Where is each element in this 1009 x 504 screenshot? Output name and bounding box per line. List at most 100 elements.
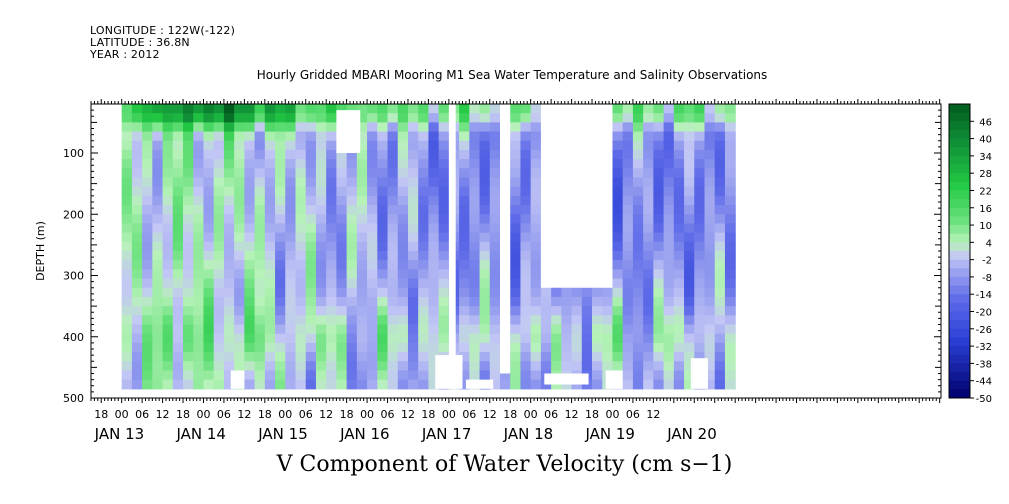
heatmap-cell — [121, 113, 133, 123]
y-tick-label: 200 — [63, 208, 84, 221]
heatmap-cell — [561, 379, 573, 390]
heatmap-cell — [704, 287, 716, 298]
heatmap-cell — [264, 306, 276, 316]
colorbar-swatch — [949, 276, 970, 286]
heatmap-cell — [510, 131, 522, 142]
heatmap-cell — [244, 296, 256, 307]
heatmap-cell — [213, 287, 225, 298]
heatmap-cell — [285, 333, 297, 344]
heatmap-cell — [285, 287, 297, 298]
heatmap-cell — [704, 306, 716, 316]
heatmap-cell — [172, 131, 184, 142]
heatmap-cell — [172, 140, 184, 151]
heatmap-cell — [459, 370, 470, 381]
heatmap-cell — [724, 296, 736, 307]
heatmap-cell — [193, 214, 205, 225]
heatmap-cell — [581, 361, 593, 372]
heatmap-cell — [315, 379, 327, 390]
heatmap-cell — [653, 260, 665, 270]
x-tick-label: 00 — [278, 408, 292, 421]
heatmap-cell — [234, 214, 245, 225]
heatmap-cell — [459, 232, 470, 243]
heatmap-cell — [305, 195, 317, 206]
heatmap-cell — [397, 269, 409, 280]
heatmap-cell — [530, 131, 542, 142]
heatmap-cell — [489, 205, 501, 215]
heatmap-cell — [254, 131, 266, 142]
heatmap-cell — [193, 149, 205, 160]
heatmap-cell — [704, 149, 716, 160]
heatmap-cell — [172, 205, 184, 215]
heatmap-cell — [469, 177, 481, 188]
heatmap-cell — [336, 168, 348, 179]
heatmap-cell — [142, 241, 153, 252]
heatmap-cell — [428, 149, 440, 160]
heatmap-cell — [142, 195, 153, 206]
heatmap-cell — [193, 113, 205, 123]
heatmap-cell — [162, 131, 174, 142]
heatmap-cell — [193, 278, 205, 289]
heatmap-cell — [469, 140, 481, 151]
heatmap-cell — [315, 214, 327, 225]
heatmap-cell — [121, 168, 133, 179]
heatmap-cell — [162, 379, 174, 390]
heatmap-cell — [510, 159, 522, 169]
heatmap-cell — [244, 232, 256, 243]
heatmap-cell — [663, 241, 675, 252]
heatmap-cell — [632, 379, 644, 390]
heatmap-cell — [489, 342, 501, 353]
heatmap-cell — [510, 195, 522, 206]
heatmap-cell — [438, 269, 450, 280]
heatmap-cell — [663, 140, 675, 151]
heatmap-cell — [275, 287, 286, 298]
heatmap-cell — [377, 296, 389, 307]
heatmap-cell — [397, 379, 409, 390]
heatmap-cell — [643, 361, 654, 372]
colorbar-swatch — [949, 354, 970, 364]
heatmap-cell — [223, 232, 235, 243]
heatmap-cell — [561, 287, 573, 298]
heatmap-cell — [377, 324, 389, 335]
heatmap-cell — [438, 159, 450, 169]
heatmap-cell — [469, 260, 481, 270]
heatmap-cell — [428, 370, 440, 381]
heatmap-cell — [592, 379, 603, 390]
heatmap-cell — [704, 333, 716, 344]
heatmap-cell — [275, 333, 286, 344]
heatmap-cell — [131, 260, 143, 270]
heatmap-cell — [520, 315, 532, 326]
heatmap-cell — [673, 168, 685, 179]
heatmap-cell — [387, 251, 399, 261]
colorbar-swatch — [949, 216, 970, 226]
heatmap-cell — [530, 205, 542, 215]
heatmap-cell — [285, 131, 297, 142]
heatmap-cell — [264, 177, 276, 188]
heatmap-cell — [254, 113, 266, 123]
heatmap-cell — [162, 241, 174, 252]
heatmap-cell — [479, 361, 491, 372]
heatmap-cell — [234, 195, 245, 206]
heatmap-cell — [305, 287, 317, 298]
heatmap-cell — [428, 159, 440, 169]
heatmap-cell — [724, 214, 736, 225]
colorbar-swatch — [949, 259, 970, 269]
heatmap-cell — [305, 113, 317, 123]
heatmap-cell — [367, 113, 378, 123]
heatmap-cell — [663, 159, 675, 169]
heatmap-cell — [377, 232, 389, 243]
heatmap-cell — [275, 113, 286, 123]
heatmap-cell — [183, 186, 194, 197]
heatmap-cell — [326, 195, 337, 206]
heatmap-cell — [152, 352, 164, 362]
heatmap-cell — [643, 168, 654, 179]
heatmap-cell — [407, 168, 419, 179]
heatmap-cell — [234, 342, 245, 353]
heatmap-cell — [183, 251, 194, 261]
heatmap-cell — [213, 352, 225, 362]
heatmap-cell — [131, 241, 143, 252]
heatmap-cell — [295, 251, 307, 261]
heatmap-cell — [724, 269, 736, 280]
heatmap-cell — [438, 287, 450, 298]
heatmap-cell — [121, 296, 133, 307]
